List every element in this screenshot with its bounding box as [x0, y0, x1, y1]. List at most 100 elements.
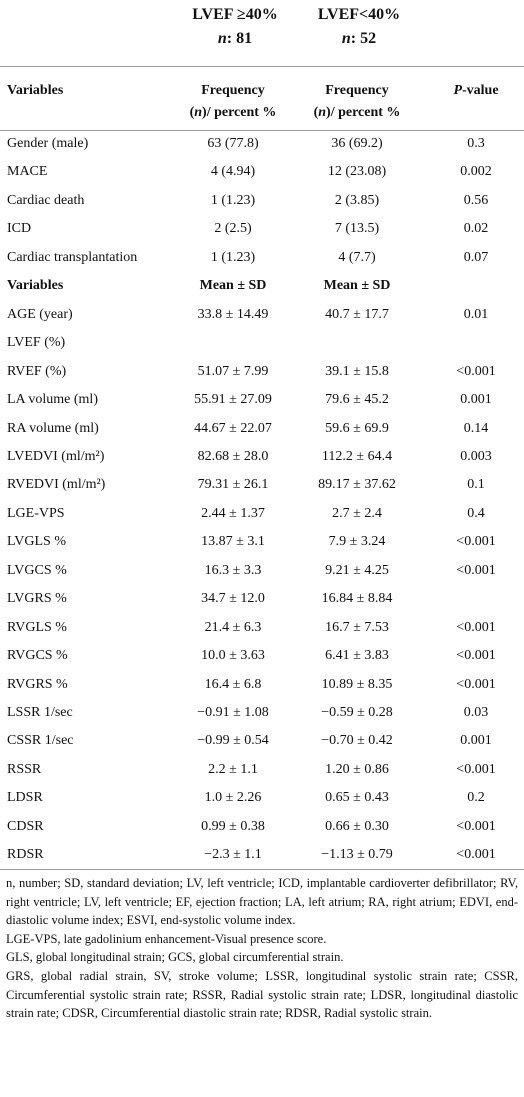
cell: 44.67 ± 22.07 — [194, 420, 272, 436]
cell: 1.20 ± 0.86 — [325, 761, 389, 777]
row-label: AGE (year) — [7, 306, 73, 322]
cell: −1.13 ± 0.79 — [321, 847, 393, 863]
cell: <0.001 — [456, 761, 496, 777]
header-text: P — [453, 83, 462, 98]
row-label: RVEF (%) — [7, 363, 67, 379]
cell: 34.7 ± 12.0 — [201, 591, 265, 607]
cell: 63 (77.8) — [207, 136, 259, 151]
group-n: n: 52 — [342, 30, 376, 48]
cell: 33.8 ± 14.49 — [197, 306, 269, 322]
footnote: LGE-VPS, late gadolinium enhancement-Vis… — [6, 931, 327, 946]
cell: 55.91 ± 27.09 — [194, 392, 272, 408]
group-title: LVEF ≥40% — [192, 6, 278, 23]
cell: 51.07 ± 7.99 — [197, 363, 269, 379]
cell: 1.0 ± 2.26 — [204, 790, 262, 806]
cell: <0.001 — [456, 847, 496, 863]
n-value: : 81 — [226, 30, 253, 47]
cell: 16.7 ± 7.53 — [325, 619, 389, 635]
cell: 39.1 ± 15.8 — [325, 363, 389, 379]
cell: 0.1 — [467, 477, 485, 493]
row-label: LVGCS % — [7, 562, 67, 578]
header-cell: (n)/ percent % — [314, 104, 401, 122]
cell: −0.59 ± 0.28 — [321, 705, 393, 720]
cell: 0.07 — [463, 249, 489, 265]
cell: 10.89 ± 8.35 — [321, 676, 393, 692]
header-cell: P-value — [453, 82, 498, 100]
cell: −0.70 ± 0.42 — [321, 733, 393, 749]
cell: 0.01 — [463, 306, 489, 322]
row-label: CDSR — [7, 818, 44, 834]
header-text: n — [194, 105, 203, 120]
cell: Mean ± SD — [199, 278, 267, 294]
header-text: ( — [189, 105, 195, 120]
footnotes: n, number; SD, standard deviation; LV, l… — [6, 874, 518, 1023]
cell: 0.001 — [460, 392, 492, 408]
cell: 16.84 ± 8.84 — [321, 591, 393, 607]
row-label: MACE — [7, 164, 48, 180]
cell: <0.001 — [456, 818, 496, 834]
cell: 89.17 ± 37.62 — [318, 477, 396, 493]
row-label: RDSR — [7, 847, 44, 863]
cell: 4 (7.7) — [338, 249, 376, 265]
row-label: LDSR — [7, 790, 43, 806]
row-label: ICD — [7, 221, 32, 237]
cell: Mean ± SD — [323, 278, 391, 294]
cell: 0.3 — [467, 136, 485, 151]
row-label: Variables — [7, 278, 64, 294]
row-label: RA volume (ml) — [7, 420, 99, 436]
row-label: RVGRS % — [7, 676, 68, 692]
n-label: n — [217, 30, 227, 47]
n-value: : 52 — [350, 30, 377, 47]
cell: 0.14 — [463, 420, 489, 436]
row-label: LVGRS % — [7, 591, 67, 607]
cell: 1 (1.23) — [210, 249, 256, 265]
header-cell: Frequency — [201, 83, 265, 98]
row-label: RSSR — [7, 761, 42, 777]
row-label: RVEDVI (ml/m²) — [7, 477, 106, 493]
cell: <0.001 — [456, 534, 496, 550]
cell: −0.99 ± 0.54 — [197, 733, 269, 749]
footnote: GRS, global radial strain, SV, stroke vo… — [6, 968, 518, 1021]
cell: 4 (4.94) — [210, 164, 256, 180]
cell: 82.68 ± 28.0 — [197, 448, 269, 464]
row-label: LVEF (%) — [7, 335, 66, 351]
cell: 0.001 — [460, 733, 492, 749]
group-title: LVEF<40% — [317, 6, 401, 23]
cell: 0.002 — [460, 164, 492, 180]
rule — [0, 66, 524, 67]
row-label: LA volume (ml) — [7, 392, 98, 408]
cell: 0.65 ± 0.43 — [325, 790, 389, 806]
cell: 6.41 ± 3.83 — [325, 648, 389, 664]
header-cell: Variables — [7, 83, 64, 98]
cell: 0.56 — [463, 192, 489, 208]
cell: 0.2 — [467, 790, 485, 806]
cell: <0.001 — [456, 648, 496, 664]
cell: 2 (2.5) — [214, 221, 252, 237]
row-label: Cardiac transplantation — [7, 249, 138, 265]
cell: 13.87 ± 3.1 — [201, 534, 265, 550]
cell: 36 (69.2) — [331, 136, 383, 151]
cell: 40.7 ± 17.7 — [325, 306, 389, 322]
cell: 16.4 ± 6.8 — [204, 676, 262, 692]
cell: 0.02 — [463, 221, 489, 237]
cell: 2.44 ± 1.37 — [201, 505, 265, 521]
cell: 2 (3.85) — [334, 192, 380, 208]
cell: 10.0 ± 3.63 — [201, 648, 265, 664]
header-text: )/ percent % — [326, 105, 401, 120]
cell: 0.4 — [467, 505, 485, 521]
rule — [0, 130, 524, 131]
cell: −2.3 ± 1.1 — [204, 847, 262, 863]
cell: 16.3 ± 3.3 — [204, 562, 262, 578]
cell: 79.6 ± 45.2 — [325, 392, 389, 408]
n-label: n — [341, 30, 351, 47]
header-text: n — [318, 105, 327, 120]
cell: 0.66 ± 0.30 — [325, 818, 389, 834]
cell: 7.9 ± 3.24 — [328, 534, 386, 550]
header-text: ( — [313, 105, 319, 120]
row-label: LVGLS % — [7, 534, 66, 550]
cell: 0.003 — [460, 448, 492, 464]
header-text: -value — [462, 83, 499, 98]
row-label: LGE-VPS — [7, 505, 65, 521]
cell: 0.03 — [463, 705, 489, 720]
